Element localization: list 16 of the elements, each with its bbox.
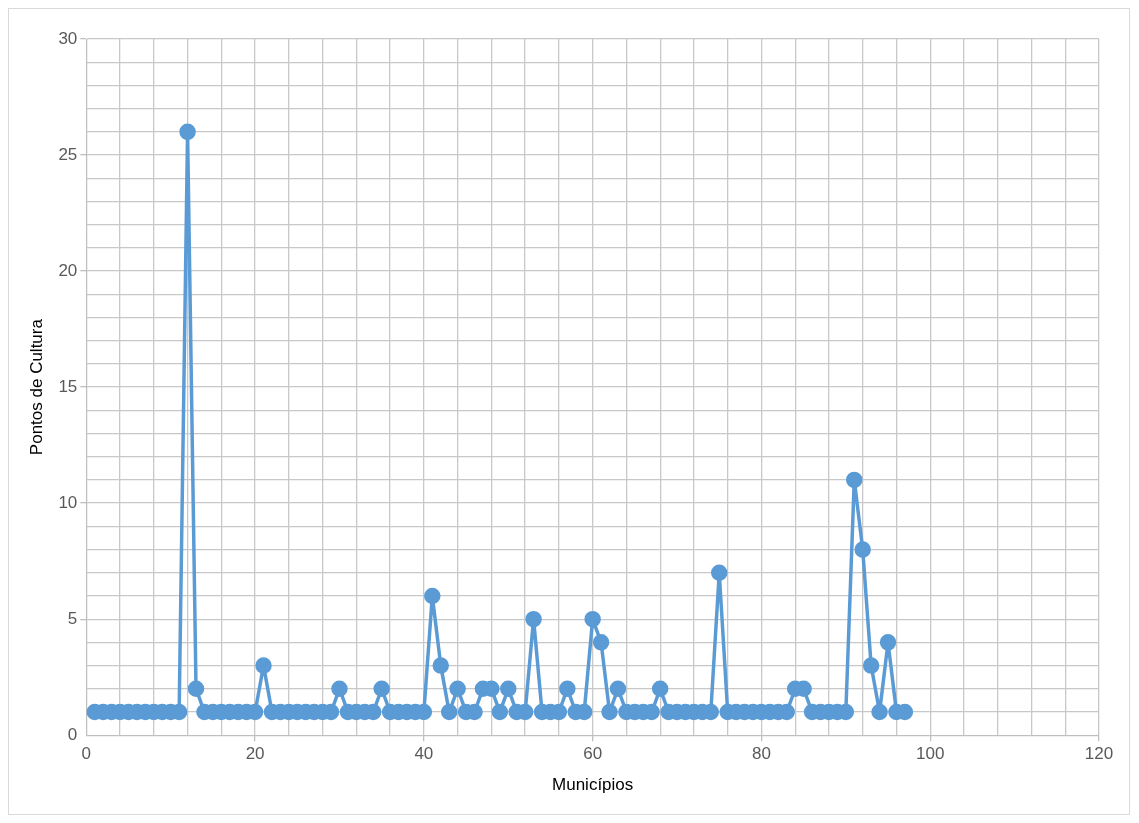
x-tick-label: 80 bbox=[751, 744, 771, 764]
x-tick-label: 100 bbox=[916, 744, 945, 764]
y-tick-label: 5 bbox=[67, 608, 78, 628]
x-tick-label: 0 bbox=[81, 744, 92, 764]
y-tick-label: 0 bbox=[67, 724, 78, 744]
x-tick-label: 20 bbox=[245, 744, 265, 764]
y-tick-label: 15 bbox=[58, 376, 78, 396]
y-axis-title: Pontos de Cultura bbox=[26, 318, 46, 456]
x-tick-label: 40 bbox=[414, 744, 434, 764]
y-tick-label: 30 bbox=[58, 28, 78, 48]
x-tick-label: 60 bbox=[583, 744, 603, 764]
x-axis-title: Municípios bbox=[552, 775, 634, 795]
y-tick-label: 10 bbox=[58, 492, 78, 512]
y-tick-label: 20 bbox=[58, 260, 78, 280]
y-tick-label: 25 bbox=[58, 144, 78, 164]
x-tick-label: 120 bbox=[1084, 744, 1114, 764]
